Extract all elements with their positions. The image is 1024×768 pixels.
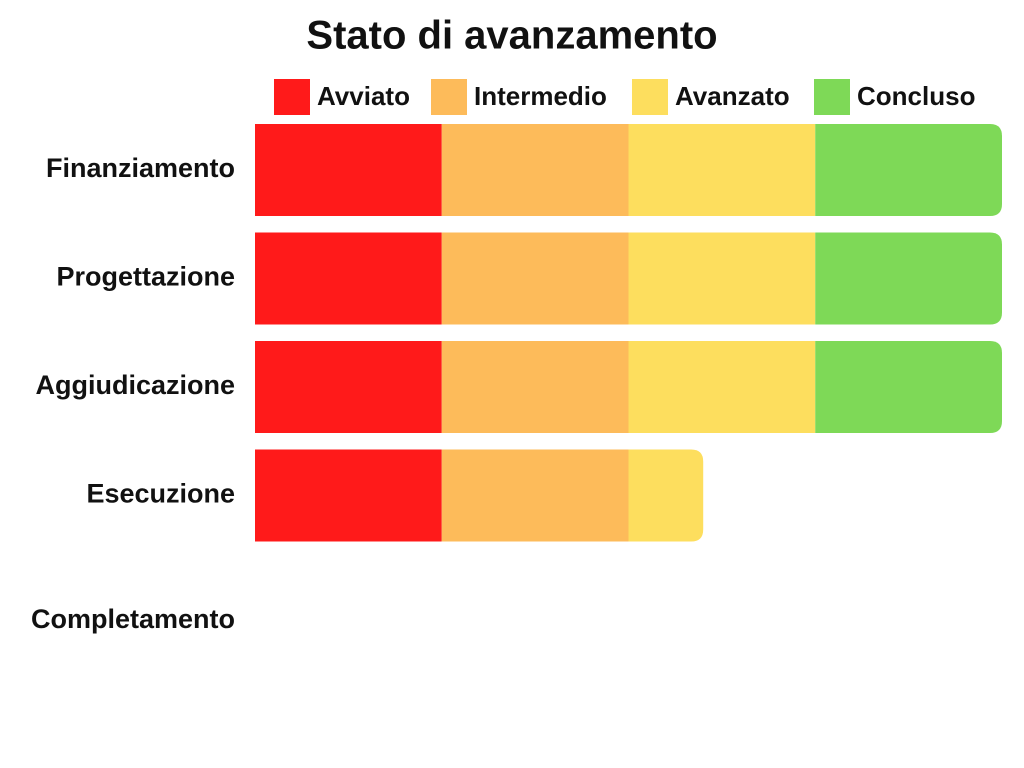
bar-segment <box>255 449 442 542</box>
bar-segment <box>441 341 629 433</box>
legend-label: Intermedio <box>474 81 607 111</box>
bar-segment <box>628 124 816 216</box>
legend-swatch <box>274 79 310 115</box>
bar-segment <box>255 124 442 216</box>
bar-segment <box>255 232 442 325</box>
bar-segment <box>255 341 442 433</box>
category-label: Aggiudicazione <box>35 370 235 400</box>
category-label: Progettazione <box>56 262 235 292</box>
legend-label: Avviato <box>317 81 410 111</box>
bar-segment <box>441 449 629 542</box>
bar-segment <box>815 232 1002 325</box>
category-label: Esecuzione <box>86 479 235 509</box>
bar-segment <box>815 341 1002 433</box>
bar-segment <box>815 124 1002 216</box>
legend-swatch <box>431 79 467 115</box>
bar-segment <box>628 449 704 542</box>
legend-label: Avanzato <box>675 81 790 111</box>
bar-segment <box>441 232 629 325</box>
legend-swatch <box>632 79 668 115</box>
category-label: Completamento <box>31 604 235 634</box>
bar-segment <box>628 341 816 433</box>
bar-segment <box>628 232 816 325</box>
category-label: Finanziamento <box>46 153 235 183</box>
bar-segment <box>441 124 629 216</box>
legend-label: Concluso <box>857 81 975 111</box>
legend-swatch <box>814 79 850 115</box>
chart-title: Stato di avanzamento <box>306 14 717 58</box>
